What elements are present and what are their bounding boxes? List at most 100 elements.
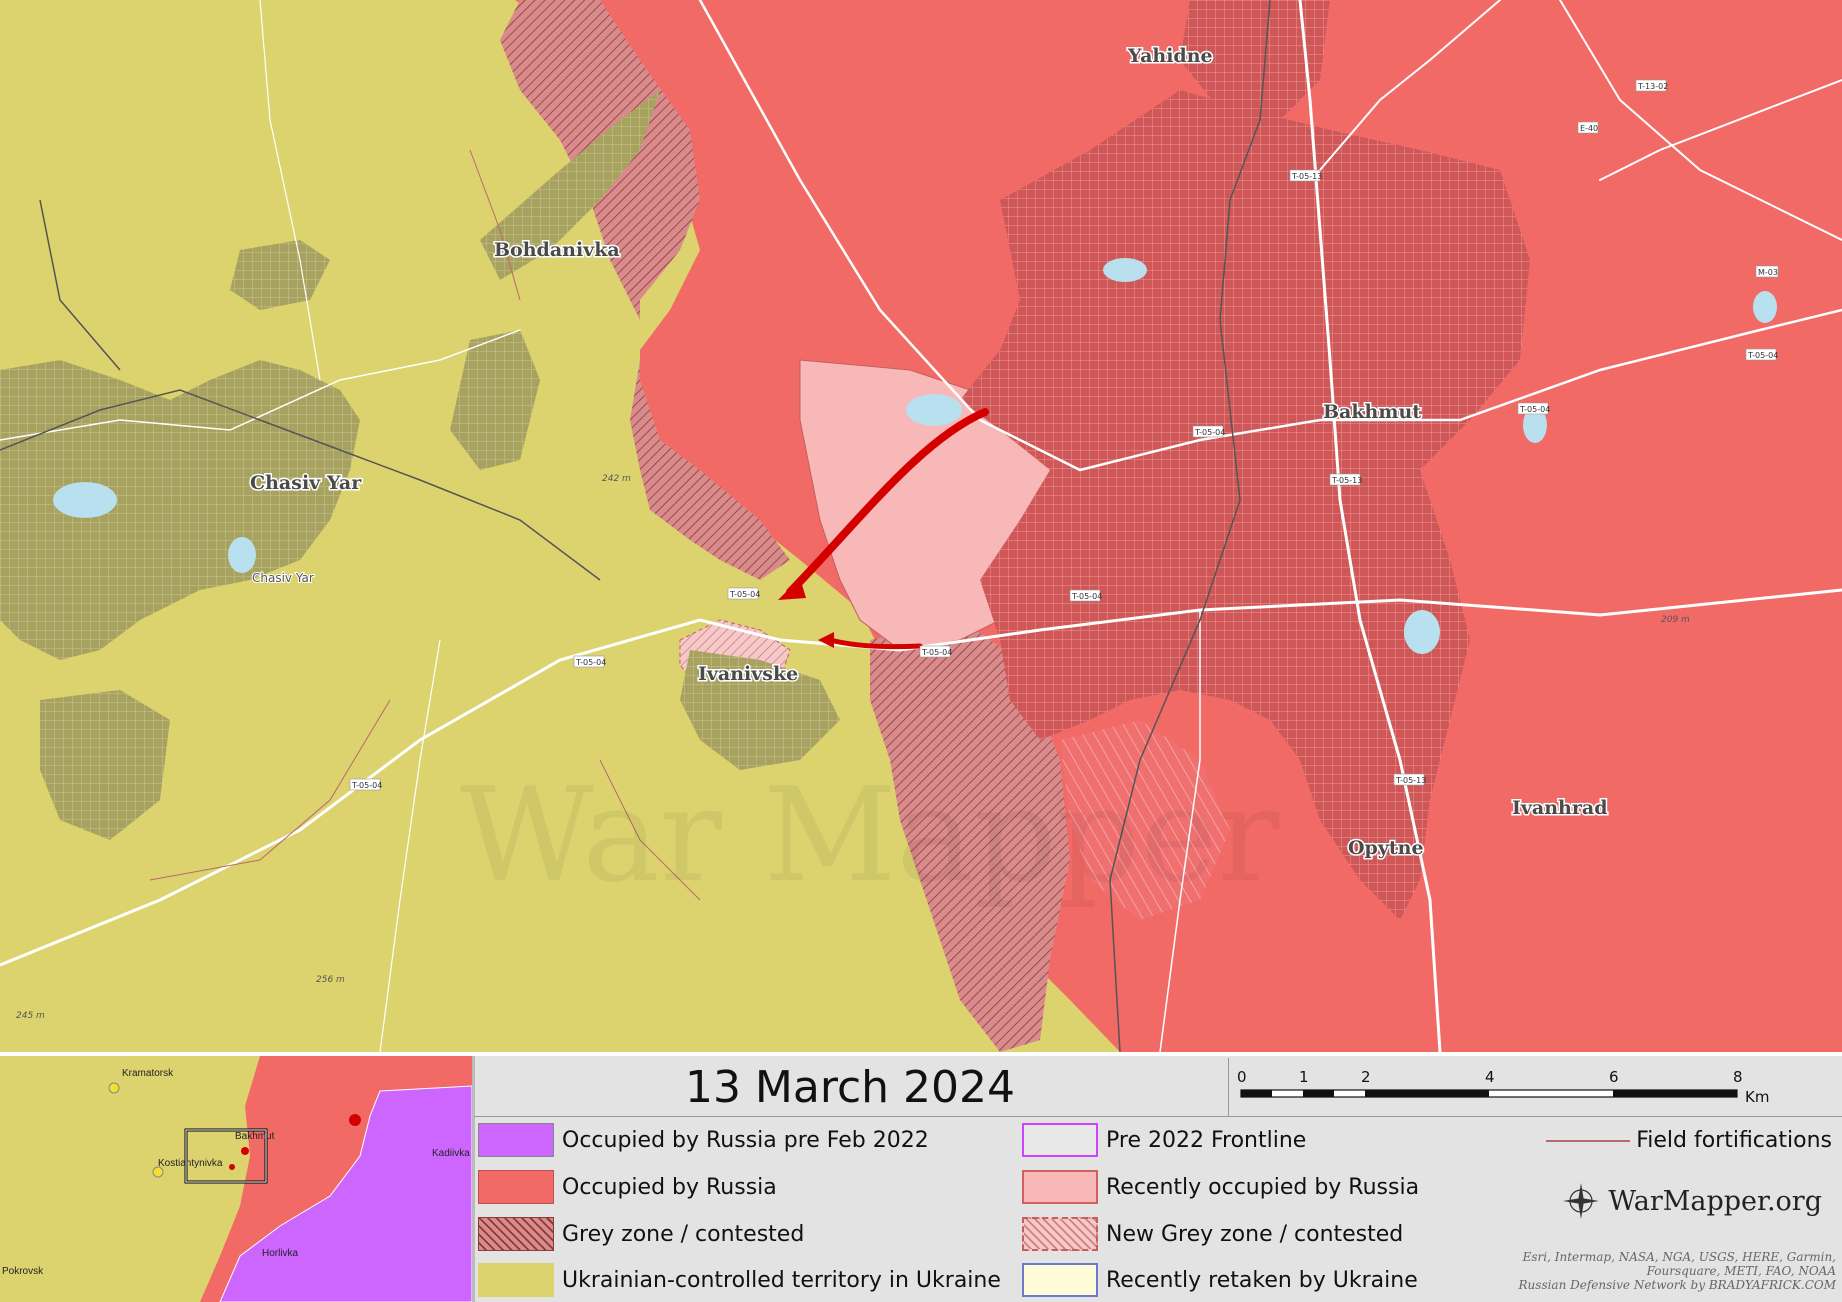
legend-item-pre2022: Occupied by Russia pre Feb 2022: [478, 1120, 929, 1160]
elevation-label: 245 m: [16, 1011, 45, 1021]
legend-label-ukraine: Ukrainian-controlled territory in Ukrain…: [562, 1267, 1001, 1293]
inset-map-canvas: Kramatorsk Bakhmut Kostiantynivka Kadiiv…: [0, 1056, 472, 1302]
road-label: T-05-13: [1331, 476, 1362, 485]
field-fortification-lines: [149, 149, 701, 901]
legend-swatch-frontline: [1022, 1123, 1098, 1157]
opytne-urban: [1060, 720, 1230, 920]
ivanivske-urban: [680, 650, 840, 770]
urban-patch: [40, 690, 170, 840]
town-label-ivanivske: Ivanivske: [698, 663, 798, 685]
scale-unit: Km: [1745, 1088, 1769, 1106]
scale-tick-label: 4: [1485, 1068, 1495, 1086]
legend-swatch-retaken: [1022, 1263, 1098, 1297]
road-label: T-05-04: [1071, 592, 1102, 601]
credit-line: Esri, Intermap, NASA, NGA, USGS, HERE, G…: [1522, 1250, 1836, 1264]
legend-swatch-field-fortifications: [1546, 1139, 1631, 1142]
lake: [228, 537, 256, 573]
legend-swatch-new-grey-zone: [1022, 1217, 1098, 1251]
legend-item-occupied: Occupied by Russia: [478, 1167, 777, 1207]
scale-tick-label: 0: [1237, 1068, 1247, 1086]
legend-item-frontline: Pre 2022 Frontline: [1022, 1120, 1306, 1160]
scale-bar-graphic: 0 1 2 4 6 8 Km: [1237, 1068, 1769, 1106]
lake: [1404, 610, 1440, 654]
inset-city-dot: [152, 1166, 164, 1178]
road-label: T-05-04: [1747, 351, 1778, 360]
road-label: T-05-04: [575, 658, 606, 667]
scale-tick-label: 1: [1299, 1068, 1309, 1086]
legend-label-retaken: Recently retaken by Ukraine: [1106, 1267, 1418, 1293]
road-labels: T-13-02 E-40 T-05-13 M-03 T-05-04 T-05-0…: [349, 79, 1779, 791]
legend-label-new-grey-zone: New Grey zone / contested: [1106, 1221, 1404, 1247]
inset-map: Kramatorsk Bakhmut Kostiantynivka Kadiiv…: [0, 1056, 475, 1302]
road-label: T-05-04: [1194, 428, 1225, 437]
lake: [906, 394, 962, 426]
scale-tick-label: 2: [1361, 1068, 1371, 1086]
inset-pre2022: [219, 1085, 472, 1302]
town-label-ivanhrad: Ivanhrad: [1512, 797, 1607, 819]
inset-label-horlivka: Horlivka: [262, 1248, 299, 1259]
legend-label-frontline: Pre 2022 Frontline: [1106, 1127, 1307, 1153]
legend-label-grey-zone: Grey zone / contested: [562, 1221, 805, 1247]
lake: [1103, 258, 1147, 282]
brand-site-name: WarMapper.org: [1608, 1185, 1822, 1217]
inset-label-bakhmut: Bakhmut: [235, 1131, 275, 1142]
road-label: T-05-13: [1395, 776, 1426, 785]
legend-item-recent-occupied: Recently occupied by Russia: [1022, 1167, 1419, 1207]
legend-label-recent-occupied: Recently occupied by Russia: [1106, 1174, 1420, 1200]
road-label: T-13-02: [1637, 82, 1668, 91]
inset-city-dot: [108, 1082, 120, 1094]
legend-item-ukraine: Ukrainian-controlled territory in Ukrain…: [478, 1260, 1001, 1300]
advance-arrows: [778, 408, 989, 650]
scale-bar: 0 1 2 4 6 8 Km: [1228, 1058, 1842, 1116]
legend-label-occupied: Occupied by Russia: [562, 1174, 777, 1200]
scale-tick-label: 6: [1609, 1068, 1619, 1086]
road-label: T-05-13: [1291, 172, 1322, 181]
elevation-label: 209 m: [1661, 615, 1690, 625]
inset-extent-box-inner: [185, 1129, 267, 1183]
grey-zone-west: [500, 0, 790, 580]
warmapper-brand[interactable]: WarMapper.org: [1562, 1182, 1822, 1220]
railways: [0, 0, 1271, 1052]
town-label-bohdanivka: Bohdanivka: [494, 239, 620, 261]
bakhmut-north-urban: [1180, 0, 1330, 120]
elevation-label: 256 m: [316, 975, 345, 985]
legend-item-grey-zone: Grey zone / contested: [478, 1214, 804, 1254]
legend-item-new-grey-zone: New Grey zone / contested: [1022, 1214, 1403, 1254]
legend-swatch-ukraine: [478, 1263, 554, 1297]
map-view[interactable]: War Mapper Yahidne Bohdanivka Chasiv Yar…: [0, 0, 1842, 1056]
inset-label-pokrovsk: Pokrovsk: [2, 1266, 44, 1277]
map-canvas: War Mapper Yahidne Bohdanivka Chasiv Yar…: [0, 0, 1842, 1052]
inset-label-kadiivka: Kadiivka: [432, 1148, 470, 1159]
urban-patch: [450, 330, 540, 470]
legend-swatch-grey-zone: [478, 1217, 554, 1251]
map-date-title: 13 March 2024: [684, 1061, 1016, 1113]
inset-attack-dot: [229, 1164, 235, 1170]
inset-label-kostiantynivka: Kostiantynivka: [158, 1158, 223, 1169]
road-label: M-03: [1758, 268, 1778, 277]
legend-panel: Kramatorsk Bakhmut Kostiantynivka Kadiiv…: [0, 1056, 1842, 1302]
road-label: T-05-04: [1519, 405, 1550, 414]
lake: [1523, 407, 1547, 443]
legend-swatch-pre2022: [478, 1123, 554, 1157]
legend-swatch-recent-occupied: [1022, 1170, 1098, 1204]
legend-item-retaken: Recently retaken by Ukraine: [1022, 1260, 1418, 1300]
inset-attack-dot: [349, 1114, 361, 1126]
road-label: T-05-04: [729, 590, 760, 599]
road-network: [0, 0, 1842, 1052]
road-label: T-05-04: [921, 648, 952, 657]
bohdanivka-urban: [480, 90, 660, 280]
road-label: E-40: [1580, 124, 1598, 133]
watermark: War Mapper: [460, 759, 1280, 911]
scale-tick-label: 8: [1733, 1068, 1743, 1086]
town-label-bakhmut: Bakhmut: [1323, 401, 1421, 423]
inset-label-kramatorsk: Kramatorsk: [122, 1068, 174, 1079]
road-label: T-05-04: [351, 781, 382, 790]
compass-rose-icon: [1563, 1183, 1600, 1219]
town-label-chasiv-yar-small: Chasiv Yar: [252, 571, 314, 585]
elevation-label: 242 m: [602, 474, 631, 484]
credit-line: Russian Defensive Network by BRADYAFRICK…: [1518, 1278, 1836, 1292]
legend-label-field-fortifications: Field fortifications: [1636, 1128, 1832, 1153]
chasiv-yar-urban: [0, 360, 360, 660]
inset-attack-dot: [241, 1147, 249, 1155]
legend-swatch-occupied: [478, 1170, 554, 1204]
